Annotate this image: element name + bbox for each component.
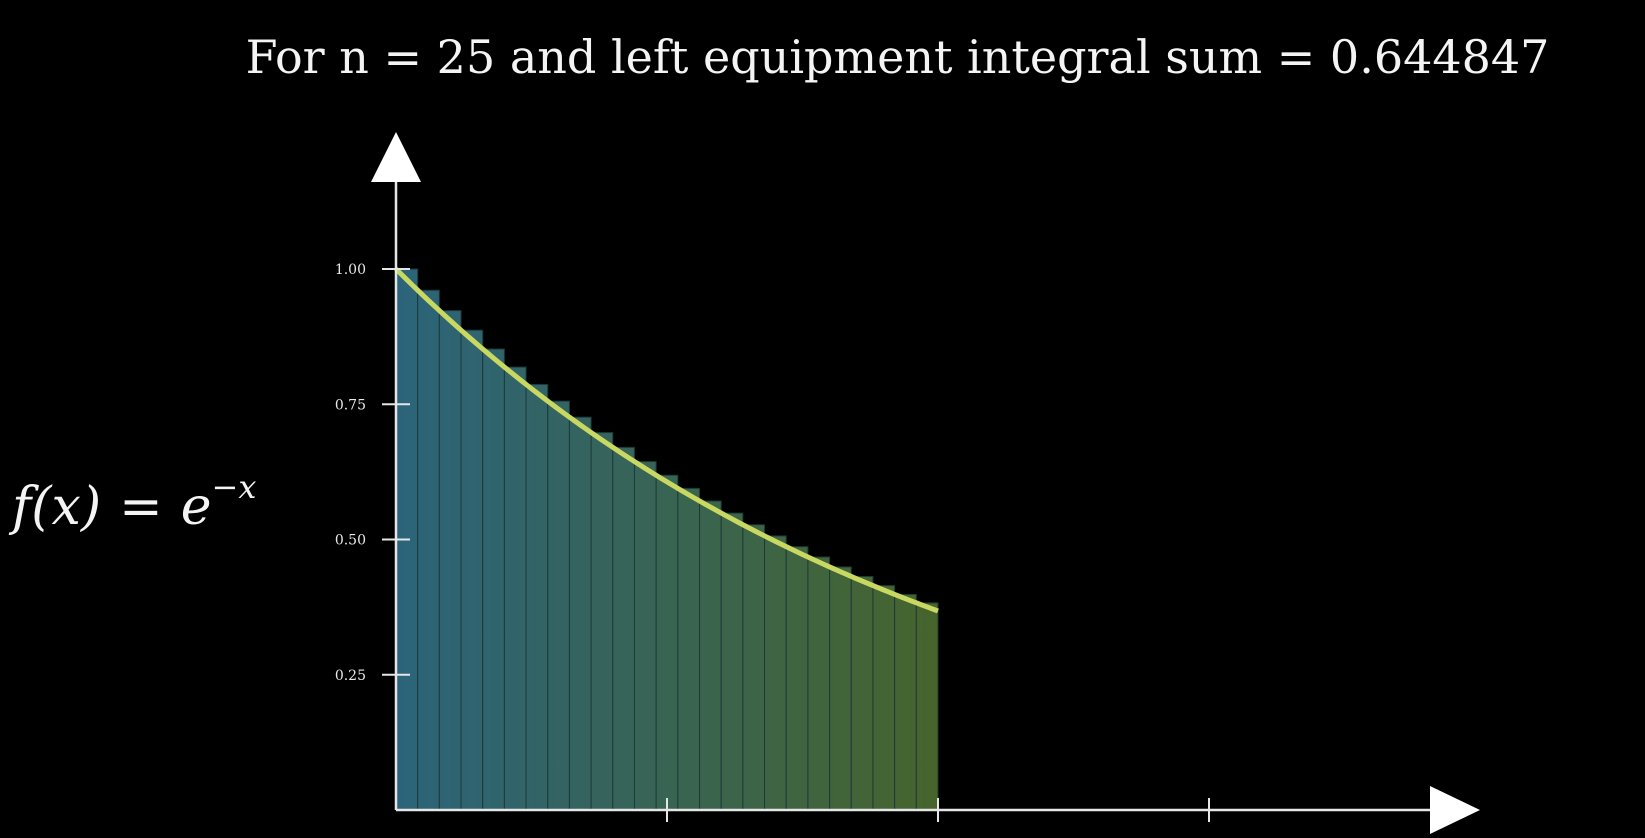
riemann-bar [915, 602, 939, 811]
riemann-bar [894, 593, 917, 811]
riemann-bar [612, 446, 635, 811]
riemann-bar [742, 524, 766, 811]
formula-exponent: −x [211, 468, 257, 506]
y-tick-label: 1.00 [335, 262, 366, 278]
formula-base: e [180, 477, 212, 537]
axes-group [371, 132, 1480, 834]
formula-lhs: f(x) [12, 477, 102, 537]
ticks-group: 0.25 0.50 0.75 1.00 [335, 262, 1210, 822]
riemann-bar [568, 416, 592, 811]
riemann-bar [547, 400, 570, 811]
riemann-bar [807, 556, 831, 811]
riemann-bar [850, 575, 874, 811]
riemann-bar [460, 329, 484, 811]
function-curve [394, 267, 939, 614]
riemann-bar [438, 310, 462, 811]
riemann-bar [829, 566, 852, 811]
formula-equals: = [119, 477, 163, 537]
riemann-bar [525, 383, 549, 811]
riemann-bar [417, 289, 440, 811]
bars-group [395, 268, 939, 811]
riemann-bar [699, 500, 722, 811]
riemann-bar [633, 461, 657, 811]
x-axis-arrow [1430, 786, 1480, 834]
riemann-bar [677, 487, 701, 811]
y-tick-label: 0.25 [335, 668, 366, 684]
riemann-bar [872, 585, 896, 811]
function-formula: f(x) = e−x [12, 468, 256, 537]
riemann-bar [482, 348, 505, 811]
y-tick-label: 0.50 [335, 533, 366, 549]
riemann-bar [764, 535, 787, 811]
riemann-bar [503, 366, 527, 811]
riemann-bar [590, 432, 614, 811]
y-tick-label: 0.75 [335, 397, 366, 413]
riemann-bar [785, 546, 809, 811]
riemann-bar [655, 474, 679, 811]
y-axis-arrow [371, 132, 421, 182]
riemann-bar [720, 512, 744, 811]
chart-title: For n = 25 and left equipment integral s… [245, 30, 1550, 84]
